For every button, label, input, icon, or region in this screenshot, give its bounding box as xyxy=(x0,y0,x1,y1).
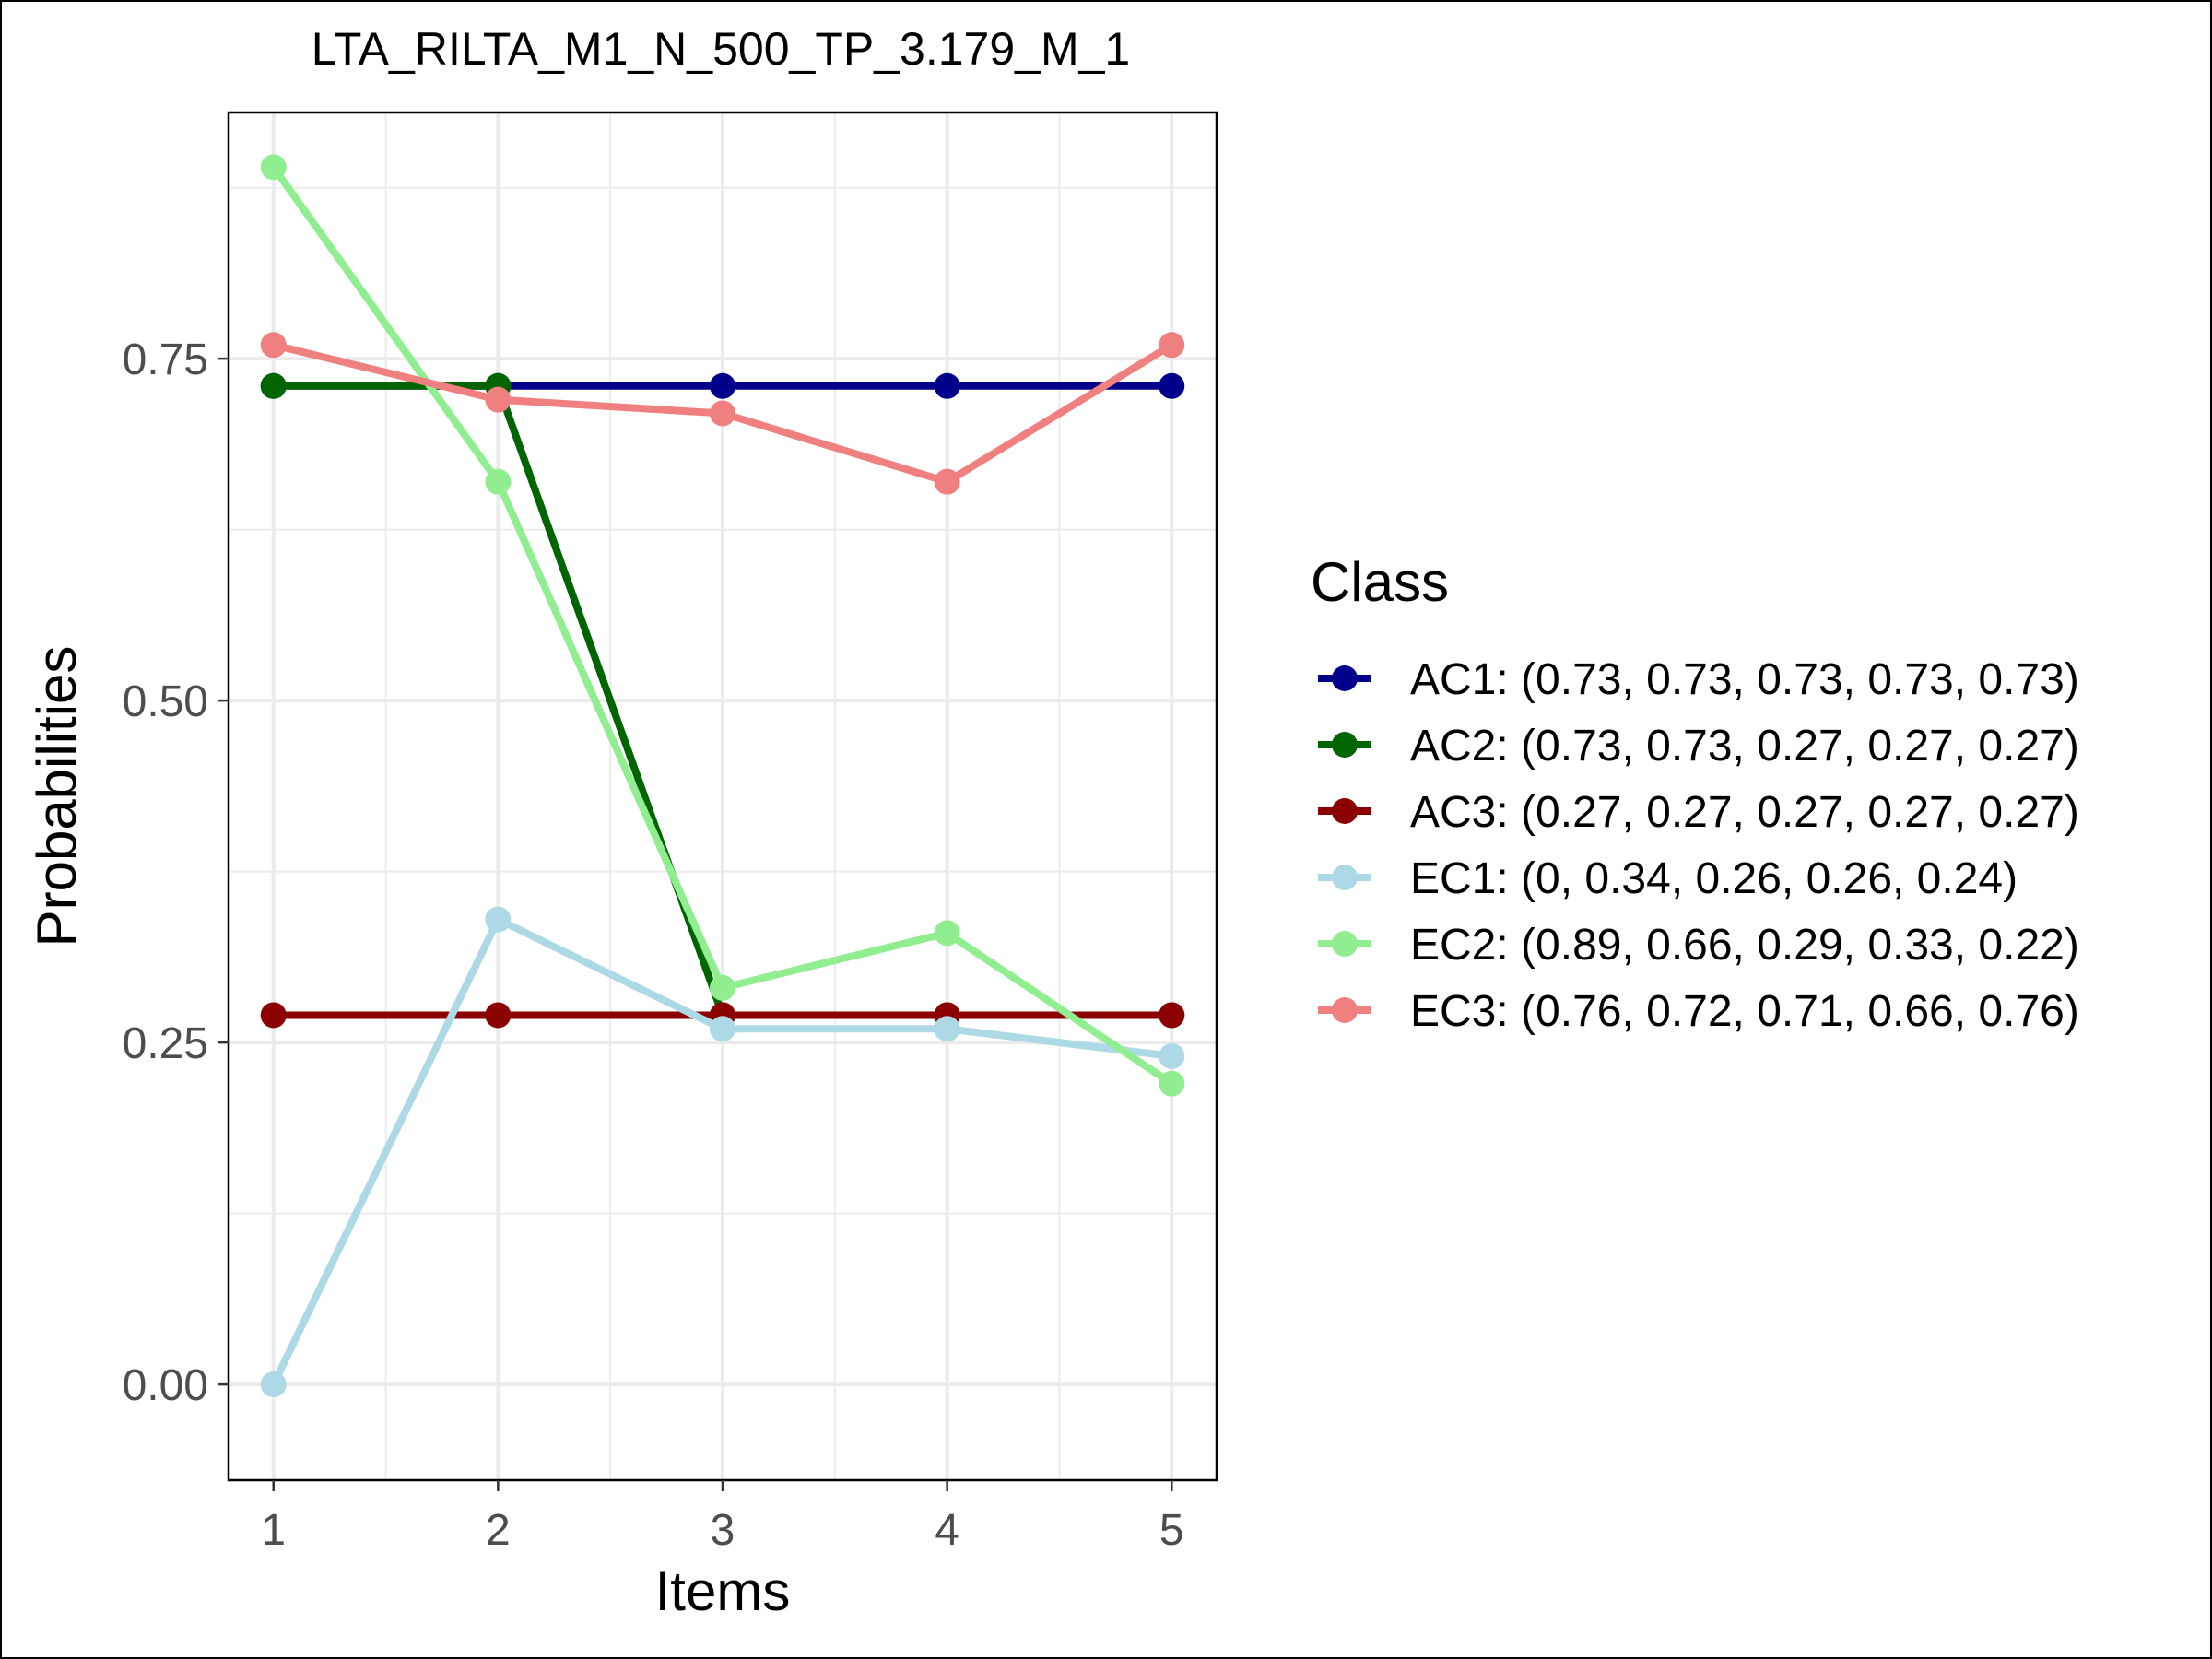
data-point-ec1 xyxy=(260,1371,287,1398)
grid xyxy=(229,112,1217,1480)
chart-title: LTA_RILTA_M1_N_500_TP_3.179_M_1 xyxy=(312,23,1130,75)
data-point-ec3 xyxy=(934,468,960,495)
legend-label: AC1: (0.73, 0.73, 0.73, 0.73, 0.73) xyxy=(1410,655,2079,704)
legend-items: AC1: (0.73, 0.73, 0.73, 0.73, 0.73) AC2: … xyxy=(1318,655,2079,1036)
data-point-ec3 xyxy=(485,386,512,413)
legend-key-point xyxy=(1332,931,1358,957)
legend-item-ac1: AC1: (0.73, 0.73, 0.73, 0.73, 0.73) xyxy=(1318,655,2079,704)
data-point-ec1 xyxy=(934,1016,960,1042)
legend-label: EC2: (0.89, 0.66, 0.29, 0.33, 0.22) xyxy=(1410,921,2079,970)
data-point-ac2 xyxy=(260,372,287,399)
legend-label: AC2: (0.73, 0.73, 0.27, 0.27, 0.27) xyxy=(1410,722,2079,771)
legend-item-ac2: AC2: (0.73, 0.73, 0.27, 0.27, 0.27) xyxy=(1318,722,2079,771)
data-point-ac3 xyxy=(1159,1002,1185,1029)
legend-item-ec3: EC3: (0.76, 0.72, 0.71, 0.66, 0.76) xyxy=(1318,987,2079,1036)
data-point-ec2 xyxy=(934,920,960,947)
legend-title: Class xyxy=(1311,551,1449,613)
data-point-ec2 xyxy=(710,974,735,1001)
legend-key-point xyxy=(1332,732,1358,758)
data-point-ec3 xyxy=(710,400,735,427)
x-axis-title: Items xyxy=(655,1560,791,1622)
y-tick-label: 0.75 xyxy=(123,335,208,384)
data-point-ec3 xyxy=(260,332,287,359)
data-point-ec2 xyxy=(260,154,287,181)
x-tick-label: 2 xyxy=(486,1506,511,1555)
data-point-ac1 xyxy=(710,372,735,399)
legend-label: EC1: (0, 0.34, 0.26, 0.26, 0.24) xyxy=(1410,854,2018,903)
legend-key-point xyxy=(1332,997,1358,1023)
y-axis-title: Probabilities xyxy=(26,646,88,947)
series-ec3 xyxy=(260,332,1185,495)
data-point-ac1 xyxy=(1159,372,1185,399)
data-point-ec3 xyxy=(1159,332,1185,359)
legend-item-ec2: EC2: (0.89, 0.66, 0.29, 0.33, 0.22) xyxy=(1318,921,2079,970)
y-tick-label: 0.50 xyxy=(123,677,208,726)
legend-key-point xyxy=(1332,865,1358,890)
axes: 1 2 3 4 5 0.00 0.25 0.50 0.75 xyxy=(123,335,1184,1555)
legend: Class AC1: (0.73, 0.73, 0.73, 0.73, 0.73… xyxy=(1311,551,2079,1036)
x-tick-label: 3 xyxy=(711,1506,735,1555)
data-point-ec2 xyxy=(1159,1070,1185,1097)
legend-key-point xyxy=(1332,798,1358,824)
legend-key-point xyxy=(1332,665,1358,691)
y-tick-label: 0.25 xyxy=(123,1019,208,1068)
series-ec2 xyxy=(260,154,1185,1097)
x-tick-label: 5 xyxy=(1159,1506,1184,1555)
data-point-ec1 xyxy=(1159,1042,1185,1069)
legend-item-ac3: AC3: (0.27, 0.27, 0.27, 0.27, 0.27) xyxy=(1318,788,2079,837)
legend-label: EC3: (0.76, 0.72, 0.71, 0.66, 0.76) xyxy=(1410,987,2079,1036)
data-point-ec2 xyxy=(485,468,512,495)
series-ec1 xyxy=(260,906,1185,1398)
series-lines xyxy=(260,154,1185,1398)
legend-item-ec1: EC1: (0, 0.34, 0.26, 0.26, 0.24) xyxy=(1318,854,2018,903)
data-point-ec1 xyxy=(485,906,512,933)
data-point-ac1 xyxy=(934,372,960,399)
x-tick-label: 1 xyxy=(261,1506,286,1555)
data-point-ec1 xyxy=(710,1016,735,1042)
y-tick-label: 0.00 xyxy=(123,1361,208,1410)
data-point-ac3 xyxy=(260,1002,287,1029)
data-point-ac3 xyxy=(485,1002,512,1029)
x-tick-label: 4 xyxy=(935,1506,959,1555)
legend-label: AC3: (0.27, 0.27, 0.27, 0.27, 0.27) xyxy=(1410,788,2079,837)
